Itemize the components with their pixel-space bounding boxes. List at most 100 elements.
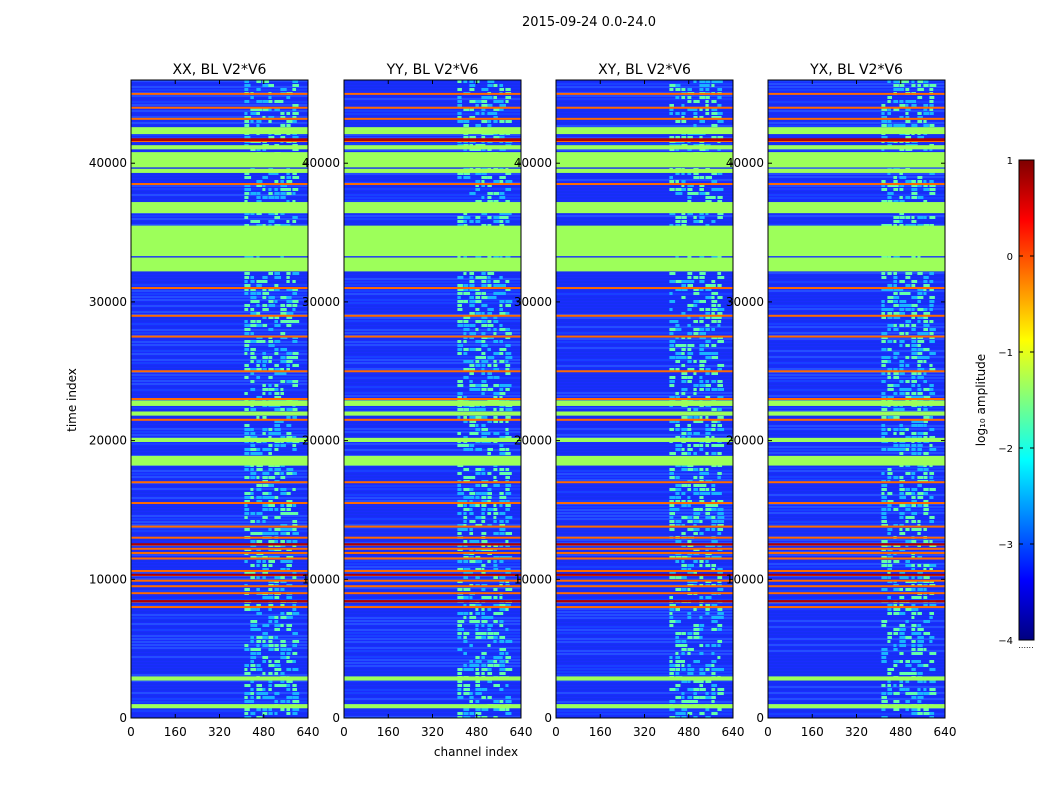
rfi-pixel: [893, 664, 898, 667]
rfi-pixel: [244, 352, 248, 355]
rfi-pixel: [887, 108, 891, 111]
rfi-pixel: [699, 484, 707, 487]
rfi-pixel: [887, 396, 894, 399]
rfi-pixel: [457, 472, 462, 475]
rfi-pixel: [705, 96, 710, 99]
rfi-pixel: [481, 596, 489, 599]
rfi-pixel: [687, 368, 695, 371]
rfi-pixel: [675, 520, 682, 523]
rfi-pixel: [268, 588, 273, 591]
rfi-pixel: [463, 324, 470, 327]
noise-row: [768, 278, 945, 280]
rfi-pixel: [505, 360, 509, 363]
rfi-pixel: [475, 312, 481, 315]
rfi-pixel: [469, 100, 476, 103]
rfi-pixel: [705, 508, 712, 511]
noise-row: [131, 224, 308, 226]
rfi-pixel: [481, 100, 488, 103]
rfi-pixel: [493, 84, 498, 87]
noise-row: [768, 368, 945, 370]
noise-row: [768, 581, 945, 583]
rfi-pixel: [699, 352, 706, 355]
rfi-pixel: [469, 408, 476, 411]
rfi-pixel: [256, 500, 263, 503]
hot-line: [768, 569, 945, 572]
rfi-pixel: [693, 392, 697, 395]
rfi-pixel: [469, 280, 475, 283]
flagged-band: [556, 411, 733, 416]
rfi-pixel: [475, 184, 479, 187]
rfi-pixel: [687, 588, 691, 591]
rfi-pixel: [887, 224, 892, 227]
hot-line: [768, 117, 945, 120]
rfi-pixel: [493, 660, 498, 663]
rfi-pixel: [711, 604, 718, 607]
rfi-pixel: [256, 280, 263, 283]
rfi-pixel: [929, 680, 936, 683]
rfi-pixel: [286, 656, 290, 659]
rfi-pixel: [675, 396, 680, 399]
rfi-pixel: [675, 288, 682, 291]
rfi-pixel: [244, 528, 250, 531]
noise-row: [344, 512, 521, 514]
rfi-pixel: [250, 356, 257, 359]
rfi-pixel: [262, 656, 269, 659]
rfi-pixel: [499, 340, 503, 343]
rfi-pixel: [899, 368, 904, 371]
rfi-pixel: [457, 112, 462, 115]
rfi-pixel: [457, 220, 464, 223]
noise-row: [768, 86, 945, 88]
rfi-pixel: [286, 380, 294, 383]
noise-row: [768, 626, 945, 628]
rfi-pixel: [911, 396, 918, 399]
rfi-pixel: [675, 652, 679, 655]
noise-row: [344, 305, 521, 307]
rfi-pixel: [687, 712, 693, 715]
hot-line: [131, 117, 308, 120]
panel-3: YX, BL V2*V60 160 320 480 640010000200003000…: [726, 62, 957, 739]
rfi-pixel: [457, 292, 463, 295]
rfi-pixel: [280, 392, 285, 395]
rfi-pixel: [923, 688, 927, 691]
rfi-pixel: [487, 200, 493, 203]
rfi-pixel: [244, 308, 249, 311]
rfi-pixel: [505, 300, 513, 303]
rfi-pixel: [292, 696, 299, 699]
rfi-pixel: [487, 432, 491, 435]
rfi-pixel: [929, 364, 933, 367]
rfi-pixel: [256, 184, 262, 187]
rfi-pixel: [717, 316, 722, 319]
rfi-pixel: [905, 396, 912, 399]
x-tick-label: 320: [845, 725, 868, 739]
rfi-pixel: [463, 652, 467, 655]
rfi-pixel: [693, 80, 697, 83]
rfi-pixel: [669, 512, 676, 515]
rfi-pixel: [693, 432, 700, 435]
y-tick-label: 30000: [89, 295, 127, 309]
rfi-pixel: [274, 324, 281, 327]
rfi-pixel: [274, 668, 282, 671]
hot-line: [768, 370, 945, 373]
noise-row: [556, 521, 733, 523]
rfi-pixel: [244, 696, 248, 699]
rfi-pixel: [505, 652, 509, 655]
rfi-pixel: [699, 712, 705, 715]
rfi-pixel: [292, 192, 296, 195]
rfi-pixel: [286, 224, 291, 227]
rfi-pixel: [250, 620, 258, 623]
noise-row: [768, 491, 945, 493]
rfi-pixel: [881, 484, 888, 487]
rfi-pixel: [292, 524, 298, 527]
noise-row: [131, 89, 308, 91]
rfi-pixel: [469, 360, 474, 363]
rfi-pixel: [711, 344, 717, 347]
rfi-pixel: [463, 540, 468, 543]
noise-row: [768, 350, 945, 352]
rfi-pixel: [717, 624, 723, 627]
rfi-pixel: [881, 348, 887, 351]
rfi-pixel: [917, 692, 924, 695]
rfi-pixel: [905, 436, 911, 439]
rfi-pixel: [493, 484, 500, 487]
noise-row: [556, 350, 733, 352]
